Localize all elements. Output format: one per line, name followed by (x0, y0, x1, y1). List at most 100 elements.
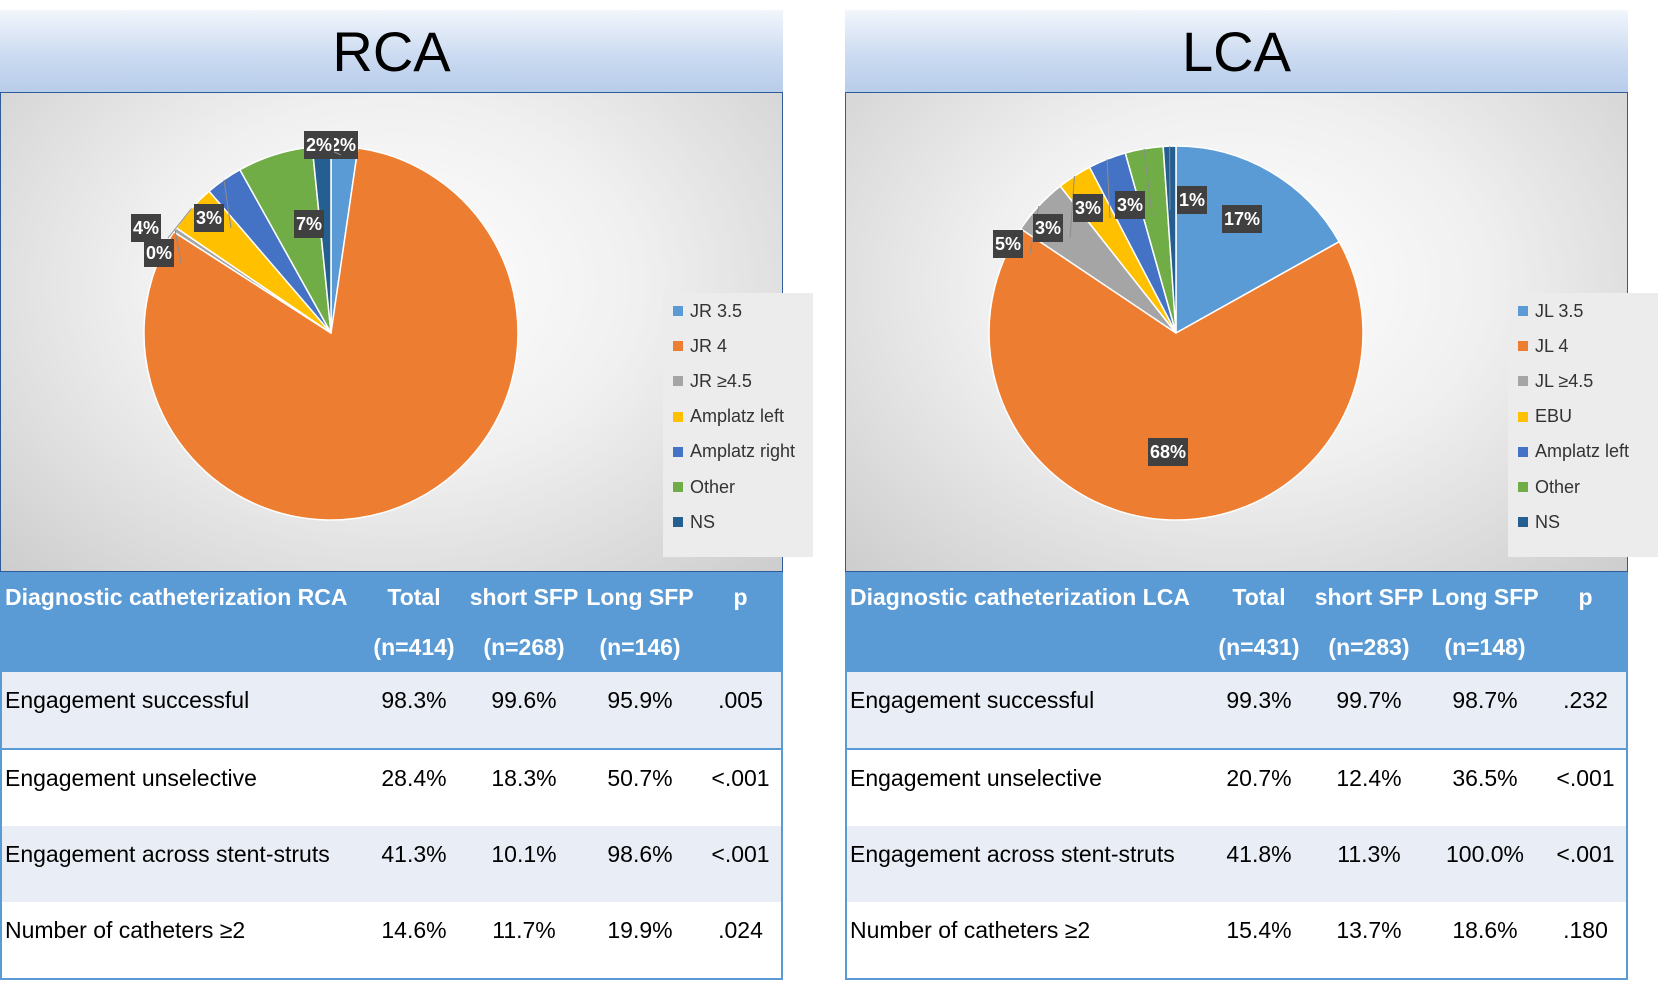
cell-short: 18.3% (491, 765, 557, 791)
legend-swatch (1518, 517, 1528, 528)
cell-p: .005 (718, 687, 763, 713)
data-label-box (131, 214, 161, 242)
cell-long: 100.0% (1445, 841, 1524, 867)
cell-total: 28.4% (381, 765, 447, 791)
rca-title: RCA (0, 10, 783, 92)
lca-header-total: Total (1232, 584, 1286, 610)
data-label: 2% (330, 135, 356, 155)
legend-label: JR 4 (690, 335, 728, 356)
legend-swatch (673, 341, 683, 352)
table-row: Engagement across stent-struts 41.3% 10.… (0, 826, 783, 904)
data-label: 3% (196, 208, 222, 228)
cell-long: 95.9% (607, 687, 673, 713)
leader-line (223, 179, 232, 229)
lca-pie-chart: 17% 68% 5% 3% 3% 3% 1% JL 3.5 JL 4 JL ≥4.5 EBU Amp… (845, 92, 1658, 572)
legend-item: JL ≥4.5 (1518, 369, 1593, 393)
legend-label: EBU (1535, 406, 1573, 427)
rca-pie-svg: 2%82%0%4%3%7%2% (131, 131, 519, 521)
lca-header-total-n: (n=431) (1218, 634, 1300, 660)
data-label: 2% (306, 135, 332, 155)
row-label: Number of catheters ≥2 (850, 917, 1091, 943)
data-label-box (194, 204, 224, 232)
row-label: Number of catheters ≥2 (5, 917, 246, 943)
cell-total: 41.3% (381, 841, 447, 867)
lca-header-long: Long SFP (1431, 584, 1539, 610)
cell-short: 99.6% (491, 687, 557, 713)
legend-label: NS (1535, 511, 1561, 532)
rca-pie-chart: 2%82%0%4%3%7%2% JR 3.5JR 4JR ≥4.5Amplatz… (0, 92, 813, 572)
rca-header-label: Diagnostic catheterization RCA (5, 584, 348, 610)
row-label: Engagement unselective (5, 765, 257, 791)
cell-p: <.001 (711, 765, 770, 791)
table-row: Engagement unselective 20.7% 12.4% 36.5%… (845, 750, 1628, 828)
legend-label: JL 3.5 (1535, 300, 1584, 321)
cell-long: 50.7% (607, 765, 673, 791)
legend-label: Amplatz right (690, 441, 796, 462)
cell-long: 18.6% (1452, 917, 1518, 943)
data-label-box (1033, 214, 1063, 242)
pie-slice-jl-3-5 (1175, 145, 1341, 335)
legend-swatch (673, 517, 683, 528)
rca-panel: RCA 2%82%0%4%3%7%2% JR 3.5JR 4JR ≥4.5Amp… (0, 0, 813, 982)
rca-table-header: Diagnostic catheterization RCA Total (n=… (0, 572, 783, 672)
legend-label: JL ≥4.5 (1535, 370, 1594, 391)
legend-label: NS (690, 511, 716, 532)
legend-item: NS (1518, 510, 1560, 534)
legend-swatch (1518, 446, 1528, 457)
data-label: 3% (1075, 198, 1101, 218)
legend-swatch (1518, 306, 1528, 316)
lca-header-short: short SFP (1314, 584, 1424, 610)
legend-item: Amplatz left (1518, 440, 1629, 464)
data-label: 0% (146, 243, 172, 263)
data-label-box (304, 131, 334, 159)
legend-swatch (673, 411, 683, 422)
legend-item: JL 4 (1518, 334, 1568, 358)
legend-item: JL 3.5 (1518, 299, 1583, 323)
leader-line (1069, 175, 1075, 239)
lca-pie-svg: 17% 68% 5% 3% 3% 3% 1% (988, 145, 1364, 521)
rca-legend: JR 3.5 JR 4 JR ≥4.5 Amplatz left Amplatz rig… (663, 293, 813, 557)
rca-header-total: Total (387, 584, 441, 610)
legend-label: Other (1535, 476, 1581, 497)
cell-total: 14.6% (381, 917, 447, 943)
data-label: 3% (1117, 195, 1143, 215)
table-row: Engagement successful 99.3% 99.7% 98.7% … (845, 672, 1628, 750)
cell-p: <.001 (711, 841, 770, 867)
data-label: 17% (1224, 209, 1260, 229)
legend-swatch (673, 482, 683, 492)
lca-table-header: Diagnostic catheterization LCA Total (n=… (845, 572, 1628, 672)
legend-label: Other (690, 476, 736, 497)
pie-slice-jr-4 (143, 147, 519, 521)
cell-short: 11.3% (1337, 841, 1401, 867)
lca-legend: JL 3.5 JL 4 JL ≥4.5 EBU Amplatz left Other NS (1508, 293, 1658, 557)
legend-label: JR 3.5 (690, 300, 743, 321)
legend-item: JR 4 (673, 334, 727, 358)
legend-swatch (1518, 341, 1528, 352)
rca-header-long: Long SFP (586, 584, 694, 610)
lca-header-label: Diagnostic catheterization LCA (850, 584, 1190, 610)
cell-p: .232 (1563, 687, 1608, 713)
table-row: Engagement across stent-struts 41.8% 11.… (845, 826, 1628, 904)
legend-item: EBU (1518, 405, 1572, 429)
legend-swatch (673, 376, 683, 387)
row-label: Engagement unselective (850, 765, 1102, 791)
table-row: Engagement unselective 28.4% 18.3% 50.7%… (0, 750, 783, 828)
lca-header-long-n: (n=148) (1444, 634, 1526, 660)
cell-total: 41.8% (1226, 841, 1292, 867)
row-label: Engagement successful (5, 687, 250, 713)
lca-title: LCA (845, 10, 1628, 92)
data-label-box (993, 230, 1023, 258)
row-label: Engagement successful (850, 687, 1095, 713)
table-row: Engagement successful 98.3% 99.6% 95.9% … (0, 672, 783, 750)
leader-line (174, 229, 182, 264)
legend-item: JR ≥4.5 (673, 369, 752, 393)
cell-short: 12.4% (1336, 765, 1402, 791)
cell-p: .024 (718, 917, 763, 943)
legend-swatch (1518, 376, 1528, 387)
cell-long: 98.7% (1452, 687, 1518, 713)
cell-short: 11.7% (492, 917, 556, 943)
legend-item: NS (673, 510, 715, 534)
lca-header-p: p (1578, 584, 1593, 610)
cell-p: <.001 (1556, 841, 1615, 867)
data-label-box (1148, 438, 1188, 466)
